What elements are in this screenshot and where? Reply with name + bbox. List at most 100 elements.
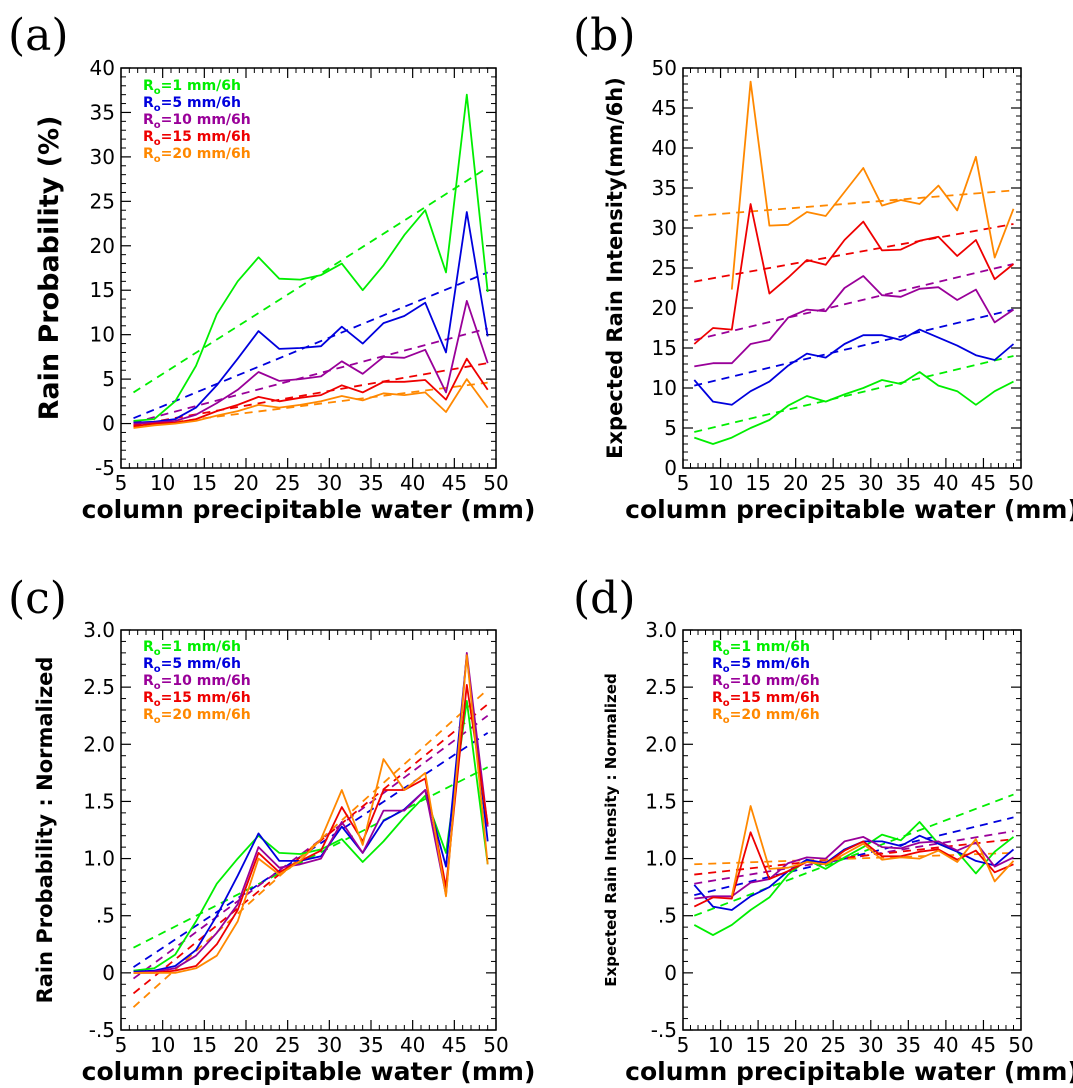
- x-axis-label: column precipitable water (mm): [82, 495, 536, 524]
- y-tick-label: 1.5: [645, 789, 677, 813]
- x-tick-label: 50: [1008, 1033, 1033, 1057]
- y-tick-label: 5: [102, 367, 115, 391]
- x-tick-label: 50: [1008, 471, 1033, 495]
- y-axis-label: Expected Rain Intensity(mm/6h): [603, 77, 627, 459]
- y-tick-label: 30: [652, 216, 677, 240]
- series-line: [693, 203, 1015, 345]
- panel-letter: (c): [8, 573, 67, 624]
- legend-entry: Ro=10 mm/6h: [143, 673, 251, 692]
- x-tick-label: 20: [233, 1033, 258, 1057]
- x-tick-label: 40: [400, 471, 425, 495]
- fit-line: [133, 166, 489, 394]
- series-line: [694, 371, 1014, 445]
- series-line: [133, 300, 489, 425]
- x-tick-label: 5: [677, 471, 690, 495]
- y-tick-label: 0: [102, 412, 115, 436]
- y-tick-label: 3.0: [83, 618, 115, 642]
- fit-line: [694, 355, 1014, 433]
- series-line: [133, 652, 489, 974]
- y-tick-label: 15: [652, 336, 677, 360]
- y-tick-label: -5: [95, 456, 115, 480]
- series-line: [133, 654, 489, 973]
- x-tick-label: 25: [820, 471, 845, 495]
- x-tick-label: 45: [971, 1033, 996, 1057]
- y-axis-label: Rain Probability (%): [34, 116, 65, 421]
- legend-entry: Ro=20 mm/6h: [143, 707, 251, 726]
- x-tick-label: 45: [971, 471, 996, 495]
- series-line: [693, 328, 1015, 406]
- y-tick-label: 5: [664, 416, 677, 440]
- x-tick-label: 40: [933, 471, 958, 495]
- y-tick-label: 10: [90, 323, 115, 347]
- x-tick-label: 35: [896, 471, 921, 495]
- fit-line: [133, 766, 489, 949]
- y-tick-label: -.5: [651, 1018, 677, 1042]
- y-axis-label: Expected Rain Intensity : Normalized: [602, 673, 620, 986]
- x-tick-label: 20: [783, 471, 808, 495]
- y-tick-label: 2.5: [83, 675, 115, 699]
- fit-line: [133, 271, 489, 420]
- panel-b: (b)5 10 15 20 25 30 35 40 45 50051015202530354045…: [573, 10, 1073, 524]
- y-tick-label: 30: [90, 145, 115, 169]
- x-tick-label: 45: [442, 471, 467, 495]
- panel-a: (a) 5 10 15 20 25 30 35 40 45 50 -5 0 5 10 15 20 25 30 35 40…: [8, 10, 535, 524]
- x-tick-label: 15: [745, 1033, 770, 1057]
- legend-entry: Ro=15 mm/6h: [712, 690, 820, 709]
- x-tick-label: 35: [896, 1033, 921, 1057]
- x-tick-label: 10: [708, 1033, 733, 1057]
- x-tick-label: 15: [745, 471, 770, 495]
- series-line: [693, 821, 1015, 936]
- legend-entry: Ro=1 mm/6h: [712, 639, 810, 658]
- y-tick-label: 0: [102, 961, 115, 985]
- series-line: [133, 357, 489, 428]
- x-tick-label: 5: [677, 1033, 690, 1057]
- x-tick-label: 20: [233, 471, 258, 495]
- legend-entry: Ro=10 mm/6h: [712, 673, 820, 692]
- y-tick-label: 0: [664, 961, 677, 985]
- y-tick-label: .5: [658, 904, 677, 928]
- y-tick-label: 25: [652, 256, 677, 280]
- series-line: [694, 836, 1014, 900]
- x-tick-label: 15: [192, 471, 217, 495]
- fit-line: [693, 793, 1014, 917]
- series-line: [730, 805, 1015, 897]
- y-tick-label: 1.5: [83, 789, 115, 813]
- y-tick-label: 40: [652, 136, 677, 160]
- plot-frame: [682, 629, 1022, 1031]
- x-tick-label: 30: [317, 471, 342, 495]
- x-tick-label: 10: [150, 471, 175, 495]
- fit-line: [133, 362, 488, 427]
- series-line: [694, 275, 1015, 368]
- y-tick-label: .5: [96, 904, 115, 928]
- series-line: [730, 80, 1015, 290]
- plot-frame: [120, 629, 497, 1031]
- x-tick-label: 25: [275, 1033, 300, 1057]
- y-tick-label: 3.0: [645, 618, 677, 642]
- y-tick-label: 2.5: [645, 675, 677, 699]
- y-tick-label: 25: [90, 189, 115, 213]
- panel-d: (d) 5 10 15 20 25 30 35 40 45 50 -.5 0 .5 1.0 1.5 2.0 2.5…: [573, 573, 1073, 1086]
- x-tick-label: 20: [783, 1033, 808, 1057]
- fit-line: [133, 327, 488, 424]
- fit-line: [694, 838, 1014, 876]
- legend-entry: Ro=10 mm/6h: [143, 112, 251, 131]
- y-tick-label: 45: [652, 96, 677, 120]
- x-axis-label: column precipitable water (mm): [625, 495, 1073, 524]
- y-tick-label: 50: [652, 56, 677, 80]
- series-line: [133, 93, 489, 422]
- y-tick-label: 2.0: [645, 732, 677, 756]
- x-tick-label: 5: [115, 471, 128, 495]
- y-tick-label: 40: [90, 56, 115, 80]
- x-tick-label: 10: [708, 471, 733, 495]
- y-tick-label: 1.0: [83, 847, 115, 871]
- legend-entry: Ro=1 mm/6h: [143, 639, 241, 658]
- x-tick-label: 15: [192, 1033, 217, 1057]
- data-area: [132, 652, 489, 1008]
- x-tick-label: 50: [483, 471, 508, 495]
- y-tick-label: 1.0: [645, 847, 677, 871]
- x-tick-label: 30: [317, 1033, 342, 1057]
- panel-letter: (d): [573, 573, 636, 624]
- x-tick-label: 5: [115, 1033, 128, 1057]
